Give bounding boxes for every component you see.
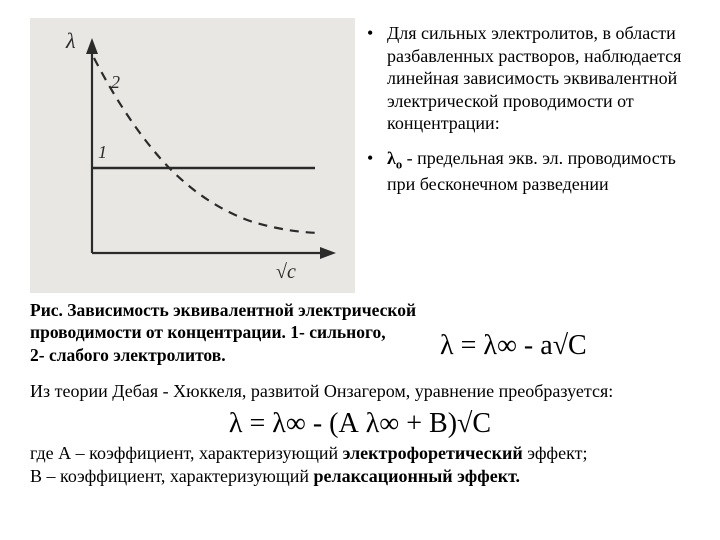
- footnote-b-bold: релаксационный эффект.: [313, 466, 520, 486]
- equation-2: λ = λ∞ - (А λ∞ + В)√C: [30, 408, 690, 440]
- svg-text:λ: λ: [65, 28, 76, 53]
- svg-text:1: 1: [98, 142, 107, 162]
- bullet-list: Для сильных электролитов, в области разб…: [365, 18, 690, 293]
- footnote-a-pre: где А – коэффициент, характеризующий: [30, 443, 343, 463]
- lambda-symbol: λ: [387, 148, 396, 168]
- bullet-1-text: Для сильных электролитов, в области разб…: [387, 23, 681, 133]
- footnote-b-pre: В – коэффициент, характеризующий: [30, 466, 313, 486]
- caption-line-3: 2- слабого электролитов.: [30, 345, 226, 365]
- figure-caption: Рис. Зависимость эквивалентной электриче…: [30, 299, 416, 366]
- explanation-text: Из теории Дебая - Хюккеля, развитой Онза…: [30, 380, 690, 403]
- bullet-item-2: λo - предельная экв. эл. проводимость пр…: [365, 147, 690, 196]
- conductivity-chart: λ 1 2 √c: [30, 18, 355, 293]
- equation-1: λ = λ∞ - a√C: [440, 330, 587, 366]
- footnote-a-bold: электрофоретический: [343, 443, 523, 463]
- caption-line-1: Рис. Зависимость эквивалентной электриче…: [30, 300, 416, 320]
- footnote-a-post: эффект;: [523, 443, 588, 463]
- footnote: где А – коэффициент, характеризующий эле…: [30, 442, 690, 489]
- svg-text:√c: √c: [276, 261, 296, 283]
- bullet-item-1: Для сильных электролитов, в области разб…: [365, 22, 690, 135]
- bullet-2-text: - предельная экв. эл. проводимость при б…: [387, 148, 676, 194]
- caption-line-2: проводимости от концентрации. 1- сильног…: [30, 322, 386, 342]
- svg-text:2: 2: [111, 72, 120, 92]
